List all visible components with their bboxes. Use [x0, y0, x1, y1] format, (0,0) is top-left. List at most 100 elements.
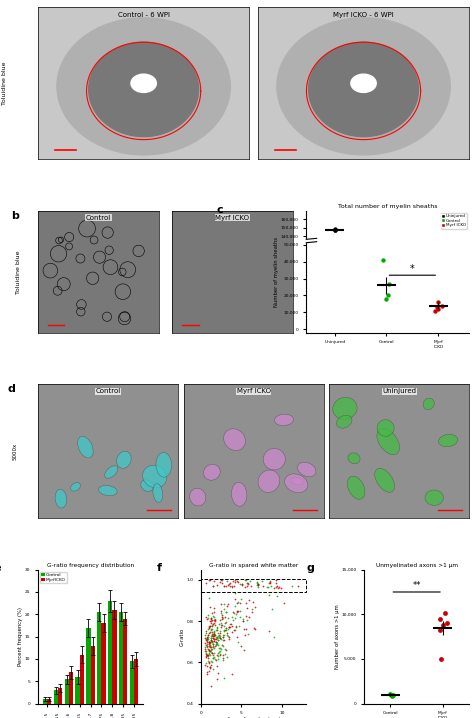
Point	[206, 657, 213, 668]
Text: **: **	[412, 581, 421, 590]
Point	[205, 621, 213, 633]
Point	[238, 579, 246, 591]
Point	[239, 613, 247, 625]
Circle shape	[351, 74, 376, 93]
Point	[228, 581, 235, 592]
Point	[205, 644, 213, 656]
Point	[273, 590, 281, 602]
Point	[222, 624, 230, 635]
Point	[388, 690, 395, 701]
Point	[241, 629, 249, 640]
Point	[207, 615, 214, 627]
Point	[220, 603, 228, 615]
Point	[235, 620, 243, 632]
Point	[205, 637, 213, 648]
Point	[232, 621, 240, 633]
Point	[202, 645, 210, 657]
Text: *: *	[410, 264, 415, 274]
Point	[204, 651, 212, 662]
Ellipse shape	[141, 480, 153, 491]
Bar	[47, 699, 51, 704]
Point	[210, 647, 218, 658]
Ellipse shape	[231, 482, 247, 506]
Point	[206, 644, 213, 656]
Point	[438, 300, 446, 312]
Point	[209, 638, 216, 650]
Point	[209, 623, 216, 635]
Point	[268, 580, 275, 592]
Bar	[306, 239, 469, 242]
Point	[234, 597, 241, 609]
Point	[246, 575, 254, 587]
Point	[213, 673, 220, 685]
Point	[205, 648, 213, 659]
Point	[272, 574, 280, 586]
Point	[202, 640, 210, 651]
Point	[219, 649, 227, 661]
Point	[205, 637, 212, 648]
Point	[231, 577, 238, 588]
Bar	[54, 690, 58, 704]
Point	[382, 293, 390, 304]
Point	[213, 649, 221, 661]
Point	[219, 629, 227, 640]
Point	[204, 653, 211, 664]
Text: Control - 6 WPI: Control - 6 WPI	[118, 11, 170, 18]
Text: Toluidine blue: Toluidine blue	[16, 250, 21, 294]
Point	[211, 640, 219, 651]
Ellipse shape	[333, 397, 357, 419]
Point	[226, 621, 233, 633]
Point	[272, 581, 280, 592]
Point	[233, 605, 240, 617]
Ellipse shape	[274, 414, 293, 426]
Point	[213, 638, 221, 649]
Point	[244, 577, 251, 589]
Text: f: f	[157, 563, 162, 573]
Point	[219, 654, 227, 666]
Point	[219, 635, 227, 646]
Bar	[43, 699, 47, 704]
Ellipse shape	[298, 462, 316, 477]
Point	[243, 615, 251, 626]
Point	[201, 637, 209, 648]
Point	[210, 638, 217, 650]
Point	[272, 577, 280, 588]
Point	[218, 619, 226, 630]
Bar	[134, 659, 138, 704]
Point	[205, 623, 213, 634]
Point	[244, 577, 251, 589]
Point	[218, 614, 226, 625]
Point	[270, 582, 278, 593]
Point	[222, 580, 229, 592]
Point	[220, 629, 228, 640]
Point	[201, 632, 209, 643]
Point	[217, 630, 224, 642]
Point	[224, 630, 231, 641]
Point	[207, 633, 215, 644]
Point	[217, 633, 224, 644]
Point	[204, 631, 211, 643]
Point	[210, 575, 218, 587]
Point	[203, 649, 211, 661]
Point	[206, 620, 214, 632]
Point	[212, 639, 219, 651]
Ellipse shape	[291, 477, 303, 485]
Point	[219, 631, 227, 643]
Bar	[75, 677, 80, 704]
Point	[202, 648, 210, 660]
Point	[207, 613, 215, 625]
Point	[217, 606, 224, 617]
Point	[274, 582, 282, 593]
Point	[210, 633, 217, 644]
Point	[205, 643, 212, 655]
Title: G-ratio frequency distribution: G-ratio frequency distribution	[47, 563, 134, 568]
Point	[210, 628, 218, 640]
Point	[254, 579, 262, 590]
Point	[215, 629, 223, 640]
Text: Control: Control	[86, 215, 111, 220]
Point	[219, 612, 227, 624]
Point	[211, 629, 219, 640]
Point	[236, 578, 243, 589]
Point	[203, 666, 211, 678]
Point	[242, 574, 249, 586]
